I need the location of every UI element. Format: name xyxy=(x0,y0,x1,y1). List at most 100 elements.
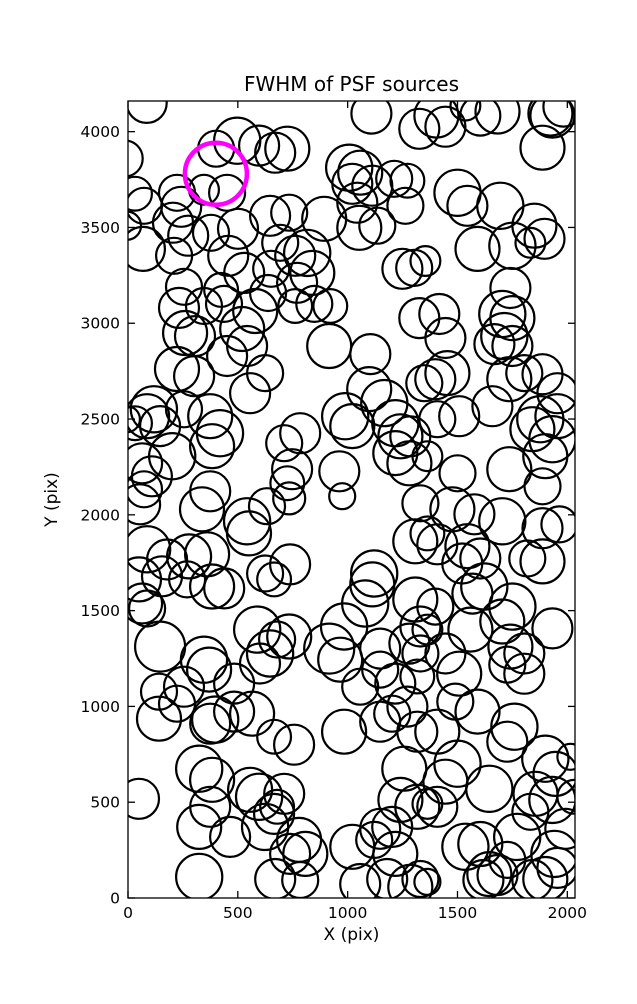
psf-circle xyxy=(219,305,266,353)
psf-circle xyxy=(128,405,153,442)
psf-circle xyxy=(386,186,425,225)
psf-circle xyxy=(254,857,297,898)
psf-circle xyxy=(225,510,273,557)
psf-circle xyxy=(245,629,295,678)
psf-circle xyxy=(336,181,379,224)
psf-circle xyxy=(359,627,402,670)
psf-circle xyxy=(238,642,282,685)
psf-circle xyxy=(128,210,143,241)
psf-circle xyxy=(128,393,171,440)
psf-circle xyxy=(523,467,562,506)
psf-circle xyxy=(433,168,482,217)
psf-circle xyxy=(409,245,442,278)
psf-circle xyxy=(186,646,233,693)
psf-circle xyxy=(128,525,172,574)
psf-circle xyxy=(273,723,316,766)
psf-circle xyxy=(486,446,533,493)
y-tick-label: 2000 xyxy=(81,506,120,524)
psf-circle xyxy=(282,830,329,878)
psf-circle xyxy=(424,105,467,148)
psf-circle xyxy=(195,409,245,458)
y-tick-label: 3000 xyxy=(81,315,120,333)
psf-circle xyxy=(371,805,414,849)
psf-circle xyxy=(514,226,547,259)
psf-circle xyxy=(413,867,442,897)
psf-circle xyxy=(530,829,575,879)
psf-circle xyxy=(401,484,440,523)
psf-circle xyxy=(247,487,287,526)
psf-circle xyxy=(540,505,575,544)
psf-circle xyxy=(486,356,533,403)
psf-circle xyxy=(209,815,252,859)
psf-circle xyxy=(295,284,334,323)
psf-circle xyxy=(254,131,297,174)
highlighted-psf-circle xyxy=(182,140,250,208)
psf-circle xyxy=(134,620,187,673)
psf-circle xyxy=(503,652,546,695)
psf-circle xyxy=(528,775,575,825)
psf-circle xyxy=(189,423,236,470)
psf-circle xyxy=(206,334,249,378)
psf-circle xyxy=(523,217,566,260)
psf-circle xyxy=(232,287,279,335)
psf-circle xyxy=(258,620,297,659)
psf-circle xyxy=(328,482,357,511)
psf-circle xyxy=(168,560,207,599)
psf-circle xyxy=(222,497,272,546)
psf-circle xyxy=(174,744,224,793)
psf-circle xyxy=(341,667,380,706)
psf-circle xyxy=(532,750,575,797)
y-tick-label: 1500 xyxy=(81,602,120,620)
x-tick-label: 500 xyxy=(223,904,253,922)
y-tick-label: 2500 xyxy=(81,411,120,429)
axes-frame xyxy=(127,100,576,899)
psf-circle xyxy=(358,206,397,245)
psf-circle xyxy=(528,415,575,464)
psf-circle xyxy=(409,515,446,552)
psf-circle xyxy=(128,405,141,434)
psf-circle xyxy=(130,455,173,498)
psf-circle xyxy=(274,234,317,277)
psf-circle xyxy=(312,288,349,325)
psf-circle xyxy=(173,355,216,398)
psf-circle xyxy=(151,201,195,244)
psf-circle xyxy=(226,324,269,368)
y-tick-label: 1000 xyxy=(81,698,120,716)
psf-circle xyxy=(265,424,304,463)
y-tick-label: 4000 xyxy=(81,123,120,141)
psf-circle xyxy=(374,662,417,705)
psf-circle xyxy=(271,448,314,491)
psf-circle xyxy=(176,803,223,851)
psf-circle xyxy=(508,539,547,578)
psf-circle xyxy=(155,236,194,275)
psf-circle xyxy=(229,690,276,737)
psf-circle xyxy=(392,518,439,565)
psf-circle xyxy=(128,470,164,509)
psf-circle xyxy=(416,587,455,626)
psf-circle xyxy=(162,309,209,357)
psf-circle xyxy=(189,702,232,745)
psf-circle xyxy=(128,556,163,603)
psf-circle xyxy=(453,493,496,536)
psf-circle xyxy=(556,742,575,771)
psf-circle xyxy=(203,567,246,610)
psf-circle xyxy=(476,853,519,897)
psf-circle xyxy=(189,756,236,803)
psf-circle xyxy=(436,650,483,697)
psf-circle xyxy=(277,288,314,325)
psf-circle xyxy=(480,311,529,361)
psf-circle xyxy=(319,602,369,651)
psf-circle xyxy=(447,606,494,653)
psf-circle xyxy=(522,855,569,898)
psf-circle xyxy=(164,390,204,429)
psf-circle xyxy=(321,708,368,755)
psf-circle xyxy=(418,292,461,336)
psf-circle xyxy=(128,777,161,820)
psf-circle xyxy=(474,101,521,135)
psf-circle xyxy=(519,538,566,585)
psf-circle xyxy=(331,162,374,205)
psf-circle xyxy=(178,486,226,533)
x-tick-label: 1500 xyxy=(438,904,477,922)
